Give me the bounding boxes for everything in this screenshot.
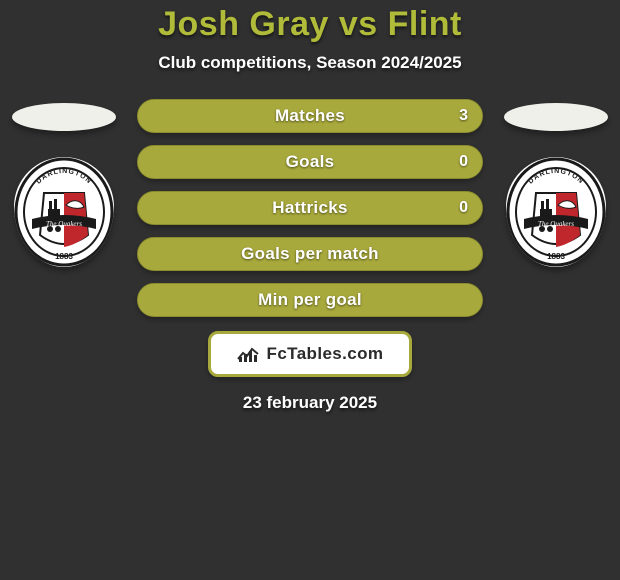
stat-label: Goals per match bbox=[241, 244, 379, 264]
left-player-column: DARLINGTON The Quakers 1883 bbox=[9, 99, 119, 267]
crest-right-svg: DARLINGTON The Quakers 1883 bbox=[506, 157, 606, 267]
svg-text:1883: 1883 bbox=[547, 252, 565, 261]
brand-text: FcTables.com bbox=[267, 344, 384, 364]
right-player-column: DARLINGTON The Quakers 1883 bbox=[501, 99, 611, 267]
stat-right-value: 0 bbox=[459, 153, 468, 171]
stat-label: Hattricks bbox=[272, 198, 347, 218]
date-line: 23 february 2025 bbox=[243, 393, 377, 413]
stat-label: Matches bbox=[275, 106, 345, 126]
stat-right-value: 0 bbox=[459, 199, 468, 217]
stat-label: Goals bbox=[286, 152, 335, 172]
brand-box: FcTables.com bbox=[208, 331, 413, 377]
stat-row-min-per-goal: Min per goal bbox=[137, 283, 483, 317]
stat-row-goals-per-match: Goals per match bbox=[137, 237, 483, 271]
left-club-crest: DARLINGTON The Quakers 1883 bbox=[14, 157, 114, 267]
stats-column: Matches 3 Goals 0 Hattricks 0 Goals per match M… bbox=[137, 99, 483, 317]
main-row: DARLINGTON The Quakers 1883 Matches 3 Goal… bbox=[0, 99, 620, 317]
crest-left-svg: DARLINGTON The Quakers 1883 bbox=[14, 157, 114, 267]
stat-row-goals: Goals 0 bbox=[137, 145, 483, 179]
comparison-title: Josh Gray vs Flint bbox=[158, 6, 462, 43]
stat-row-matches: Matches 3 bbox=[137, 99, 483, 133]
svg-text:1883: 1883 bbox=[55, 252, 73, 261]
comparison-subtitle: Club competitions, Season 2024/2025 bbox=[158, 53, 461, 73]
right-club-crest: DARLINGTON The Quakers 1883 bbox=[506, 157, 606, 267]
left-player-ellipse bbox=[12, 103, 116, 131]
stat-right-value: 3 bbox=[459, 107, 468, 125]
stat-label: Min per goal bbox=[258, 290, 362, 310]
svg-text:The Quakers: The Quakers bbox=[46, 220, 82, 228]
brand-chart-icon bbox=[237, 345, 259, 363]
right-player-ellipse bbox=[504, 103, 608, 131]
stat-row-hattricks: Hattricks 0 bbox=[137, 191, 483, 225]
svg-text:The Quakers: The Quakers bbox=[538, 220, 574, 228]
